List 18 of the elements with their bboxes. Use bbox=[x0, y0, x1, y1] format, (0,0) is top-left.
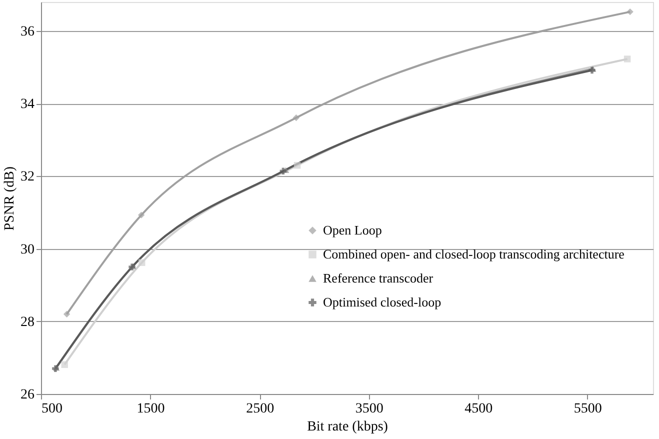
y-tick-label: 36 bbox=[20, 24, 34, 40]
legend-label: Open Loop bbox=[323, 222, 382, 238]
legend-label: Optimised closed-loop bbox=[323, 294, 442, 310]
y-axis-title: PSNR (dB) bbox=[2, 166, 18, 231]
y-tick-label: 26 bbox=[20, 388, 34, 402]
x-tick-label: 500 bbox=[42, 402, 62, 416]
x-tick-label: 1500 bbox=[136, 402, 165, 416]
x-tick-label: 2500 bbox=[246, 402, 274, 416]
y-tick-label: 28 bbox=[20, 314, 34, 330]
y-tick-label: 32 bbox=[20, 170, 34, 185]
x-axis-title: Bit rate (kbps) bbox=[307, 420, 388, 434]
x-tick-label: 4500 bbox=[464, 402, 493, 416]
x-tick-label: 3500 bbox=[355, 402, 384, 416]
legend-label: Combined open- and closed-loop transcoding architecture bbox=[323, 246, 625, 262]
legend-label: Reference transcoder bbox=[323, 270, 434, 286]
x-tick-label: 5500 bbox=[574, 402, 602, 416]
y-tick-label: 34 bbox=[20, 97, 34, 112]
y-tick-label: 30 bbox=[20, 242, 34, 258]
